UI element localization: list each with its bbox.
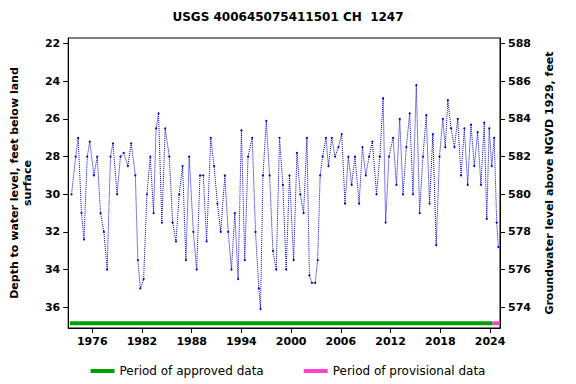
svg-text:586: 586 bbox=[508, 75, 531, 88]
svg-text:1994: 1994 bbox=[226, 335, 257, 348]
svg-text:580: 580 bbox=[508, 188, 531, 201]
svg-text:1976: 1976 bbox=[77, 335, 108, 348]
svg-text:2012: 2012 bbox=[375, 335, 406, 348]
svg-text:578: 578 bbox=[508, 225, 531, 238]
svg-text:24: 24 bbox=[45, 75, 61, 88]
svg-text:22: 22 bbox=[45, 37, 60, 50]
svg-text:USGS 400645075411501 CH 1247: USGS 400645075411501 CH 1247 bbox=[172, 10, 403, 24]
svg-text:576: 576 bbox=[508, 263, 531, 276]
svg-text:36: 36 bbox=[45, 301, 61, 314]
svg-text:28: 28 bbox=[45, 150, 60, 163]
svg-text:34: 34 bbox=[45, 263, 61, 276]
svg-text:588: 588 bbox=[508, 37, 531, 50]
svg-text:2000: 2000 bbox=[276, 335, 307, 348]
svg-text:Groundwater level above NGVD 1: Groundwater level above NGVD 1929, feet bbox=[543, 51, 556, 314]
svg-text:1982: 1982 bbox=[127, 335, 158, 348]
svg-text:1988: 1988 bbox=[176, 335, 207, 348]
svg-text:2006: 2006 bbox=[326, 335, 357, 348]
svg-text:32: 32 bbox=[45, 225, 60, 238]
svg-text:30: 30 bbox=[45, 188, 61, 201]
svg-text:582: 582 bbox=[508, 150, 531, 163]
svg-text:2024: 2024 bbox=[475, 335, 506, 348]
svg-text:surface: surface bbox=[21, 160, 34, 206]
svg-text:Depth to water level, feet bel: Depth to water level, feet below land bbox=[8, 67, 21, 299]
svg-text:574: 574 bbox=[508, 301, 531, 314]
svg-text:584: 584 bbox=[508, 112, 531, 125]
svg-text:Period of provisional data: Period of provisional data bbox=[333, 364, 486, 378]
svg-text:26: 26 bbox=[45, 112, 61, 125]
svg-text:2018: 2018 bbox=[425, 335, 456, 348]
svg-text:Period of approved data: Period of approved data bbox=[120, 364, 264, 378]
